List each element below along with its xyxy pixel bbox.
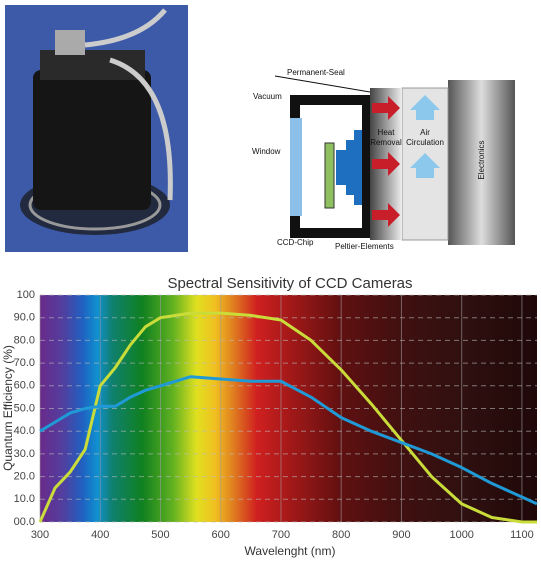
y-tick-label: 30.0 bbox=[14, 448, 35, 460]
y-tick-label: 00.0 bbox=[14, 516, 35, 528]
x-tick-label: 1100 bbox=[510, 529, 534, 541]
diagram-label: Heat bbox=[378, 128, 396, 137]
x-tick-label: 400 bbox=[91, 529, 109, 541]
diagram-label: Electronics bbox=[477, 140, 486, 179]
x-tick-label: 500 bbox=[151, 529, 169, 541]
x-tick-label: 1000 bbox=[449, 529, 473, 541]
data-line bbox=[38, 311, 537, 524]
diagram-label: Air bbox=[420, 128, 430, 137]
y-tick-label: 70.0 bbox=[14, 357, 35, 369]
diagram-label: CCD-Chip bbox=[277, 238, 314, 247]
camera-photo bbox=[5, 5, 188, 252]
diagram-label: Permanent-Seal bbox=[287, 68, 345, 77]
x-tick-label: 900 bbox=[392, 529, 410, 541]
x-axis-label: Wavelenght (nm) bbox=[245, 544, 336, 558]
y-tick-label: 40.0 bbox=[14, 425, 35, 437]
diagram-label: Window bbox=[252, 147, 281, 156]
diagram-label: Removal bbox=[370, 138, 402, 147]
y-tick-label: 90.0 bbox=[14, 312, 35, 324]
x-tick-label: 600 bbox=[212, 529, 230, 541]
y-tick-label: 80.0 bbox=[14, 334, 35, 346]
x-tick-label: 800 bbox=[332, 529, 350, 541]
y-tick-label: 20.0 bbox=[14, 471, 35, 483]
y-tick-label: 50.0 bbox=[14, 402, 35, 414]
y-tick-label: 60.0 bbox=[14, 380, 35, 392]
diagram-label: Vacuum bbox=[253, 92, 282, 101]
diagram-label: Circulation bbox=[406, 138, 444, 147]
x-tick-label: 700 bbox=[272, 529, 290, 541]
chart-title: Spectral Sensitivity of CCD Cameras bbox=[167, 275, 412, 292]
diagram-label: Peltier-Elements bbox=[335, 242, 394, 251]
data-line bbox=[39, 375, 538, 506]
x-tick-label: 300 bbox=[31, 529, 49, 541]
y-tick-label: 100 bbox=[17, 289, 35, 301]
y-tick-label: 10.0 bbox=[14, 493, 35, 505]
cooling-diagram bbox=[274, 75, 515, 245]
y-axis-label: Quantum Efficiency (%) bbox=[1, 345, 15, 471]
